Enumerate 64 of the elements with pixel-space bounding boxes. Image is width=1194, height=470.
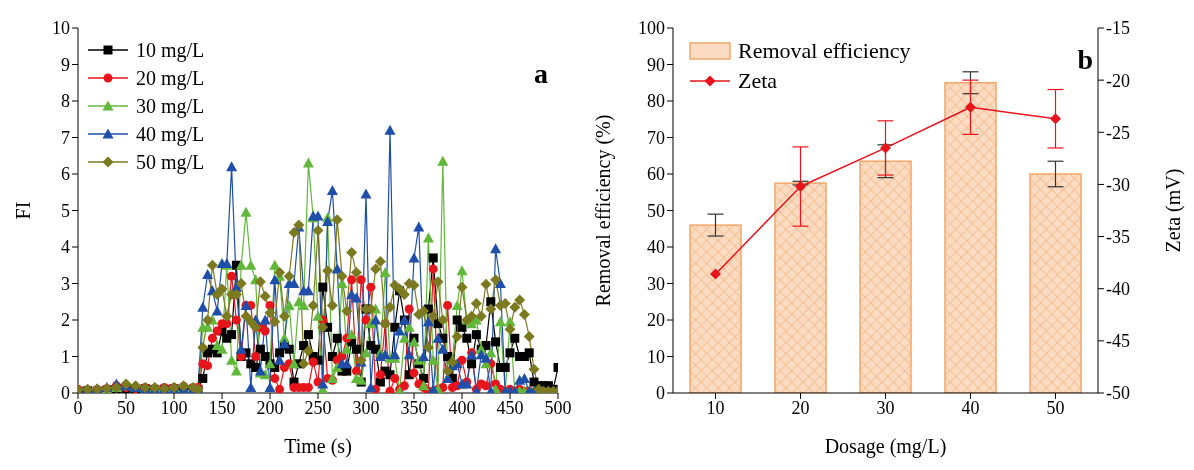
legend-label: 30 mg/L [136,94,205,118]
y-tick-label: 6 [61,164,70,185]
y-tick-label: 5 [61,200,70,221]
y-tick-label: 9 [61,54,70,75]
y-tick-label: 20 [647,310,665,331]
y2-tick-label: -50 [1106,383,1130,404]
x-tick-label: 150 [208,397,236,418]
y-tick-label: 100 [638,18,665,39]
y2-tick-label: -15 [1106,18,1130,39]
y-tick-label: 40 [647,237,665,258]
y-tick-label: 50 [647,200,665,221]
x-tick-label: 10 [706,397,725,418]
y-tick-label: 10 [52,18,70,39]
point [965,101,976,113]
x-tick-label: 30 [876,397,895,418]
y2-tick-label: -20 [1106,70,1130,91]
y2-axis-title: Zeta (mV) [1162,168,1186,253]
x-tick-label: 20 [791,397,810,418]
x-tick-label: 250 [304,397,332,418]
x-tick-label: 50 [117,397,135,418]
legend-label: 10 mg/L [136,38,205,62]
y-tick-label: 60 [647,164,665,185]
legend-label: Removal efficiency [738,38,911,64]
x-tick-label: 100 [160,397,188,418]
x-tick-label: 400 [448,397,476,418]
y-tick-label: 1 [61,346,70,367]
y2-tick-label: -30 [1106,174,1130,195]
y-tick-label: 0 [656,383,665,404]
legend-label: 50 mg/L [136,150,205,174]
x-tick-label: 350 [400,397,428,418]
point [710,268,721,280]
y-tick-label: 3 [61,273,70,294]
y-tick-label: 2 [61,310,70,331]
x-axis-title: Dosage (mg/L) [824,435,947,458]
y2-tick-label: -25 [1106,122,1130,143]
y-tick-label: 0 [61,383,70,404]
x-tick-label: 50 [1046,397,1065,418]
point [1050,113,1061,125]
y-tick-label: 90 [647,54,665,75]
y-tick-label: 10 [647,346,665,367]
y-tick-label: 8 [61,91,70,112]
x-axis-title: Time (s) [284,435,352,458]
annotation: a [534,58,548,90]
y2-tick-label: -35 [1106,226,1130,247]
legend-label: 40 mg/L [136,122,205,146]
x-tick-label: 40 [961,397,980,418]
x-tick-label: 200 [256,397,284,418]
x-tick-label: 300 [352,397,380,418]
x-tick-label: 450 [496,397,524,418]
y-tick-label: 70 [647,127,665,148]
y-tick-label: 80 [647,91,665,112]
y-axis-title: Removal efficiency (%) [592,114,616,307]
legend-label: Zeta [738,68,778,94]
point [880,142,891,154]
point [795,181,806,193]
y-axis-title: FI [12,201,35,220]
y-tick-label: 4 [61,237,70,258]
legend-label: 20 mg/L [136,66,205,90]
x-tick-label: 500 [544,397,572,418]
annotation: b [1077,44,1093,76]
y-tick-label: 7 [61,127,70,148]
y-tick-label: 30 [647,273,665,294]
y2-tick-label: -45 [1106,331,1130,352]
y2-tick-label: -40 [1106,279,1130,300]
